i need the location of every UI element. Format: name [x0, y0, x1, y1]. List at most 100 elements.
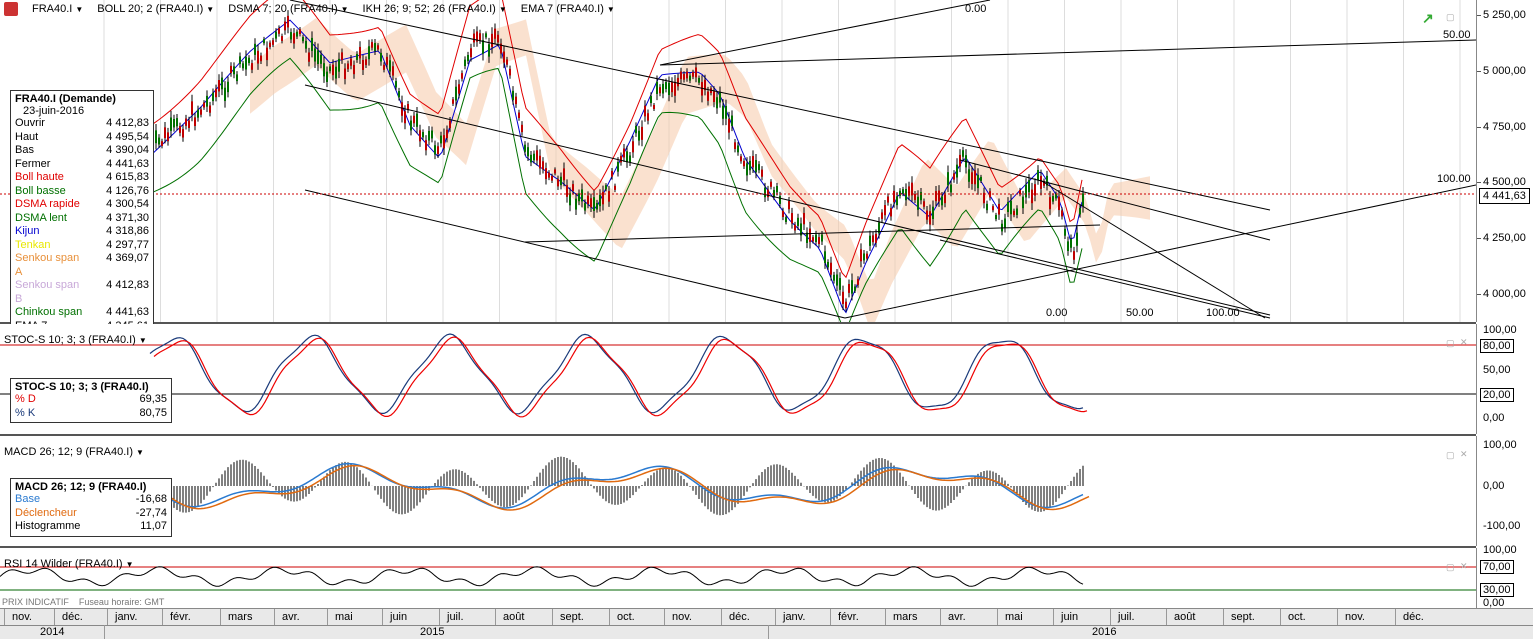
price-legend-row: Chinkou span 4 441,63	[15, 306, 149, 320]
trend-line	[939, 239, 1271, 319]
price-legend-label: Bas	[15, 144, 34, 156]
price-chart-header: FRA40.I ▼ BOLL 20; 2 (FRA40.I) ▼ DSMA 7; 2…	[4, 2, 615, 16]
candle-body	[530, 154, 532, 163]
candle-body	[827, 261, 829, 268]
candle-body	[944, 194, 946, 204]
pane-close-icon[interactable]: ✕	[1460, 337, 1468, 347]
header-ema[interactable]: EMA 7 (FRA40.I) ▼	[520, 3, 615, 15]
pane-restore-icon[interactable]: ▢	[1446, 562, 1455, 572]
stoch-axis-label: 50,00	[1483, 364, 1511, 376]
rsi-axis-label: 0,00	[1483, 597, 1505, 609]
candle-body	[779, 195, 781, 204]
candle-body	[890, 208, 892, 217]
month-label: déc.	[62, 611, 83, 623]
month-label: oct.	[1288, 611, 1306, 623]
price-legend-row: Tenkan 4 297,77	[15, 239, 149, 253]
candle-body	[854, 286, 856, 291]
candle-body	[293, 33, 295, 44]
candle-body	[614, 185, 616, 190]
candle-body	[899, 190, 901, 196]
candle-body	[437, 146, 439, 155]
macd-y-axis[interactable]: 100,00 0,00 -100,00	[1476, 436, 1533, 546]
candle-body	[197, 109, 199, 118]
candle-body	[386, 56, 388, 65]
candle-body	[992, 206, 994, 211]
stochastic-header[interactable]: STOC-S 10; 3; 3 (FRA40.I) ▼	[4, 334, 147, 346]
stochastic-header-label: STOC-S 10; 3; 3 (FRA40.I)	[4, 334, 136, 346]
macd-header-label: MACD 26; 12; 9 (FRA40.I)	[4, 446, 133, 458]
macd-canvas[interactable]	[0, 436, 1476, 546]
rsi-y-axis[interactable]: 100,00 70,00 30,00 0,00	[1476, 544, 1533, 609]
candle-body	[725, 105, 727, 119]
rsi-header[interactable]: RSI 14 Wilder (FRA40.I) ▼	[4, 558, 134, 570]
stochastic-canvas[interactable]	[0, 324, 1476, 434]
macd-pane[interactable]: MACD 26; 12; 9 (FRA40.I) ▼ MACD 26; 12; 9…	[0, 436, 1476, 548]
candle-body	[512, 90, 514, 101]
stochastic-y-axis[interactable]: 100,00 80,00 50,00 20,00 0,00	[1476, 324, 1533, 434]
candle-body	[1058, 196, 1060, 211]
candle-body	[719, 91, 721, 103]
trend-line	[524, 224, 1101, 243]
stochastic-legend-value: 80,75	[139, 406, 167, 419]
trend-arrow-icon[interactable]: ↗	[1422, 10, 1434, 26]
time-axis[interactable]: nov. déc. janv. févr. mars avr. mai juin juil. ao…	[0, 608, 1533, 639]
candle-body	[509, 68, 511, 76]
candle-body	[869, 235, 871, 246]
header-dsma[interactable]: DSMA 7; 20 (FRA40.I) ▼	[228, 3, 349, 15]
pane-close-icon[interactable]: ✕	[1460, 449, 1468, 459]
month-label: mai	[335, 611, 353, 623]
fib-label-top: 0.00	[965, 3, 987, 15]
macd-header[interactable]: MACD 26; 12; 9 (FRA40.I) ▼	[4, 446, 144, 458]
candle-body	[920, 192, 922, 201]
price-legend-value: 4 300,54	[106, 198, 149, 210]
candle-body	[1049, 197, 1051, 210]
candle-body	[350, 58, 352, 66]
stochastic-pane[interactable]: STOC-S 10; 3; 3 (FRA40.I) ▼ STOC-S 10; 3;…	[0, 324, 1476, 436]
candle-body	[626, 151, 628, 163]
header-symbol[interactable]: FRA40.I ▼	[32, 3, 84, 15]
stochastic-legend-title: STOC-S 10; 3; 3 (FRA40.I)	[15, 381, 149, 393]
candle-body	[227, 81, 229, 93]
candle-body	[848, 284, 850, 293]
stochastic-legend-label: % K	[15, 406, 36, 419]
price-legend-label: DSMA lent	[15, 211, 67, 224]
candle-body	[1004, 218, 1006, 228]
candle-body	[545, 168, 547, 180]
fib-label-50-upper: 50.00	[1443, 29, 1471, 41]
pane-close-icon[interactable]: ✕	[1460, 561, 1468, 571]
month-label: déc.	[729, 611, 750, 623]
candle-body	[218, 80, 220, 92]
header-ikh[interactable]: IKH 26; 9; 52; 26 (FRA40.I) ▼	[362, 3, 507, 15]
rsi-line	[0, 566, 1084, 587]
price-y-axis[interactable]: 5 250,00 5 000,00 4 750,00 4 500,00 4 25…	[1476, 0, 1533, 322]
month-label: juin	[390, 611, 408, 623]
pane-restore-icon[interactable]: ▢	[1446, 12, 1455, 22]
candle-body	[884, 205, 886, 216]
candle-body	[932, 206, 934, 220]
candle-body	[782, 210, 784, 218]
month-label: févr.	[170, 611, 191, 623]
candle-body	[794, 224, 796, 231]
candle-body	[494, 28, 496, 39]
candle-body	[1061, 210, 1063, 217]
header-boll[interactable]: BOLL 20; 2 (FRA40.I) ▼	[97, 3, 215, 15]
rsi-canvas[interactable]	[0, 548, 1476, 608]
candle-body	[251, 63, 253, 70]
pane-restore-icon[interactable]: ▢	[1446, 338, 1455, 348]
candle-body	[593, 197, 595, 211]
stochastic-legend: STOC-S 10; 3; 3 (FRA40.I) % D 69,35 % K 80,…	[10, 378, 172, 423]
candle-body	[308, 52, 310, 62]
price-legend-value: 4 390,04	[106, 144, 149, 156]
candle-body	[395, 81, 397, 88]
candle-body	[299, 29, 301, 34]
price-chart-canvas[interactable]	[0, 0, 1476, 322]
price-axis-label: 4 750,00	[1483, 121, 1526, 133]
candle-body	[239, 56, 241, 64]
candle-body	[977, 174, 979, 189]
price-legend-label: Haut	[15, 130, 39, 143]
candle-body	[605, 185, 607, 190]
price-chart-pane[interactable]: FRA40.I ▼ BOLL 20; 2 (FRA40.I) ▼ DSMA 7; 2…	[0, 0, 1476, 336]
candle-body	[785, 217, 787, 222]
pane-restore-icon[interactable]: ▢	[1446, 450, 1455, 460]
rsi-pane[interactable]: RSI 14 Wilder (FRA40.I) ▼ PRIX INDICATIF …	[0, 548, 1476, 609]
